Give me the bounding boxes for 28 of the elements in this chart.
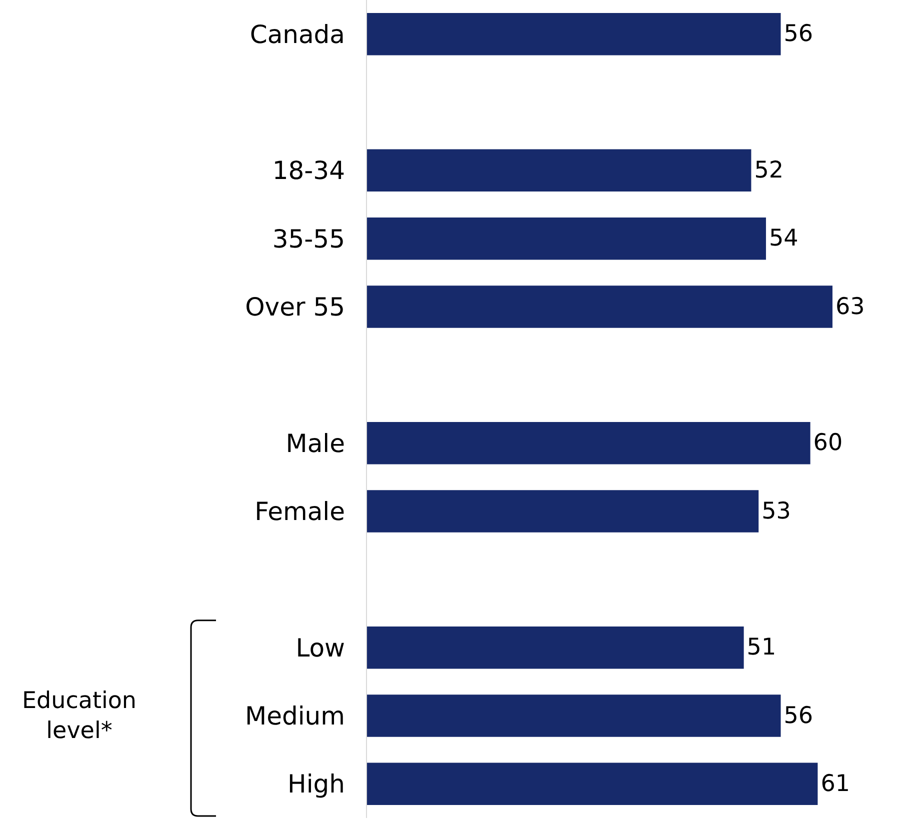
y-tick-label: Male (286, 428, 345, 458)
data-label: 54 (768, 226, 798, 252)
data-label: 61 (820, 770, 850, 797)
data-label: 60 (813, 430, 843, 456)
data-label: 52 (754, 157, 784, 184)
bar (367, 149, 752, 192)
y-tick-label: High (288, 770, 345, 799)
bar (367, 217, 766, 260)
bar (367, 12, 781, 56)
bar (367, 626, 744, 669)
data-label: 56 (784, 702, 814, 729)
y-tick-label: Low (296, 633, 345, 662)
data-label: 56 (784, 21, 814, 48)
bar (367, 762, 818, 806)
y-tick-label: Over 55 (245, 292, 345, 322)
y-tick-label: Female (254, 497, 345, 526)
y-tick-label: Medium (245, 702, 345, 730)
y-tick-label: Canada (250, 20, 345, 49)
data-label: 63 (835, 294, 865, 320)
bar (367, 490, 759, 532)
y-tick-label: 18-34 (272, 156, 345, 186)
bar (367, 422, 810, 464)
y-tick-label: 35-55 (272, 224, 345, 254)
text: Education level* (22, 688, 137, 744)
bar (367, 694, 781, 737)
bar (367, 286, 832, 328)
data-label: 53 (762, 498, 791, 524)
data-label: 51 (746, 634, 776, 661)
